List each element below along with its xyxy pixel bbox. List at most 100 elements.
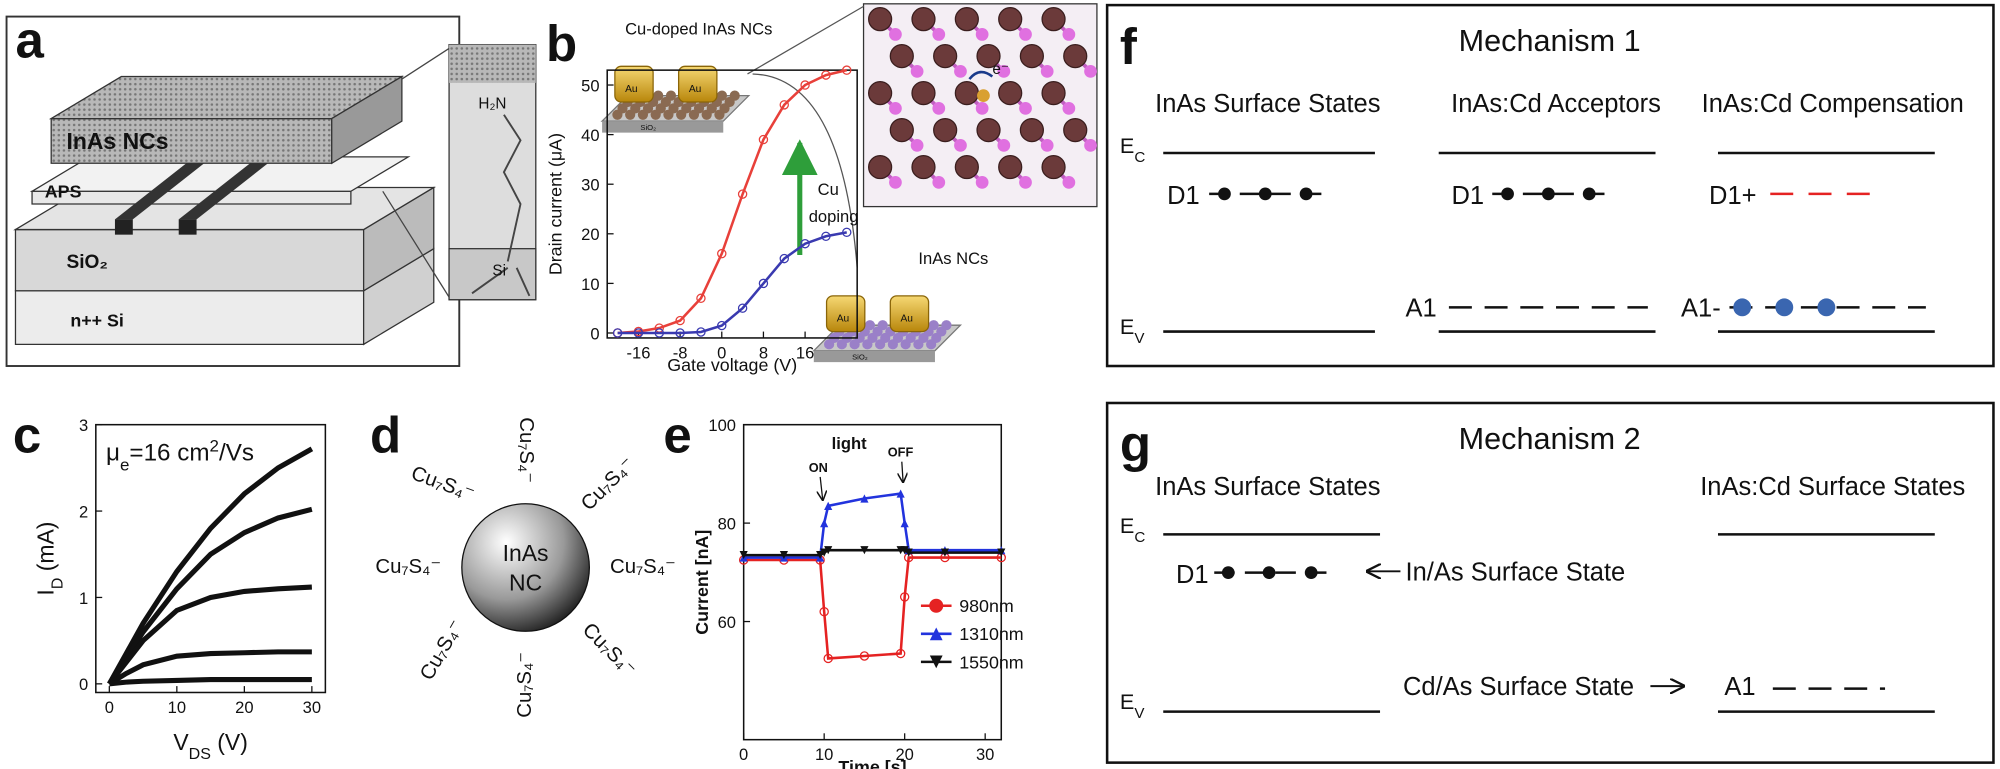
connector (401, 47, 450, 80)
electron (1299, 187, 1313, 201)
nc (941, 320, 952, 331)
point (860, 546, 869, 555)
level-label: A1 (1724, 673, 1755, 701)
point (900, 546, 909, 555)
point (696, 293, 706, 303)
ligand-label: Cu₇S₄⁻ (514, 652, 536, 718)
electron-arrow (968, 70, 994, 80)
y-tick-label: 100 (708, 416, 736, 435)
legend-label: 1550nm (959, 652, 1023, 672)
label-part: (V) (211, 729, 248, 755)
nanocrystal (461, 503, 590, 632)
point (820, 519, 829, 528)
atom (910, 65, 924, 78)
band-label: EV (1120, 314, 1145, 346)
atom (932, 28, 946, 41)
point (779, 253, 789, 264)
x-tick-label: 10 (815, 745, 833, 764)
label-part: V (1134, 705, 1145, 722)
label-part: V (1134, 330, 1145, 347)
electron (1262, 566, 1276, 579)
zoom-nc (449, 44, 536, 83)
x-tick-label: 10 (168, 698, 186, 717)
layer (29, 156, 411, 192)
series-line (107, 506, 313, 686)
atom (998, 80, 1023, 106)
x-axis-label: Time [s] (838, 757, 906, 769)
electron (1501, 187, 1514, 201)
point (737, 189, 748, 199)
ligand-label: Cu₇S₄⁻ (610, 556, 676, 578)
atom (1040, 139, 1054, 152)
point (895, 648, 906, 659)
point (758, 134, 769, 145)
y-axis-label: Drain current (μA) (545, 133, 565, 275)
atom (911, 80, 936, 106)
y-tick-label: 1 (79, 589, 88, 608)
level-label: D1 (1167, 182, 1200, 210)
atom (1063, 117, 1088, 143)
atom (954, 154, 979, 180)
panel-label: a (15, 11, 44, 68)
atom (954, 7, 979, 32)
x-tick-label: 8 (759, 343, 768, 362)
ligand-label: Cu₇S₄⁻ (515, 417, 537, 483)
molecule (471, 114, 531, 297)
layer-label: SiO₂ (66, 252, 107, 273)
inset-title: Cu-doped InAs NCs (625, 19, 772, 38)
point (633, 328, 644, 338)
point (717, 320, 727, 331)
column-header: InAs:Cd Acceptors (1451, 90, 1661, 118)
point (819, 606, 829, 617)
atom (889, 175, 902, 189)
x-tick-label: 20 (895, 745, 913, 764)
electrode (614, 65, 654, 103)
label-part: /Vs (219, 439, 254, 466)
substrate-label: SiO₂ (640, 123, 656, 132)
y-tick-label: 30 (581, 176, 599, 195)
electrode (889, 295, 930, 333)
panel-label: b (546, 15, 577, 72)
point (899, 592, 910, 602)
label-part: e (120, 455, 129, 474)
label-part: E (1120, 133, 1134, 158)
atom (954, 139, 967, 152)
atom (911, 154, 936, 180)
substrate-label: SiO₂ (852, 353, 868, 362)
label-part: D (49, 578, 67, 590)
annotation: light (832, 434, 867, 453)
column-header: InAs Surface States (1155, 90, 1380, 118)
electrode (114, 219, 133, 235)
atom (1019, 28, 1032, 41)
x-tick-label: 30 (976, 745, 994, 764)
core-label: InAs (503, 540, 549, 566)
label-part: C (1134, 149, 1145, 166)
layer-label: InAs NCs (66, 128, 168, 154)
point (896, 489, 905, 498)
atom (1062, 102, 1076, 115)
atom (976, 117, 1001, 143)
point (904, 548, 913, 557)
electrode-label: Au (689, 84, 701, 95)
point (717, 248, 727, 259)
x-tick-label: -8 (673, 343, 688, 362)
electron (1582, 187, 1596, 201)
label-part: E (1120, 513, 1134, 538)
inset-label: H₂N (478, 95, 506, 112)
ligand-label: Cu₇S₄⁻ (578, 619, 640, 681)
y-tick-label: 50 (581, 76, 599, 95)
atom (975, 175, 989, 189)
legend-label: 1310nm (959, 624, 1023, 644)
point (940, 548, 950, 557)
column-header: InAs:Cd Compensation (1702, 90, 1964, 118)
ligand-label: Cu₇S₄⁻ (577, 453, 639, 515)
electrode (825, 295, 866, 333)
atom (1063, 43, 1088, 69)
atom (933, 43, 958, 69)
label-part: V (173, 729, 189, 755)
layer-label: APS (45, 182, 82, 202)
electron (1775, 298, 1794, 317)
point (816, 551, 825, 560)
point (900, 519, 909, 528)
